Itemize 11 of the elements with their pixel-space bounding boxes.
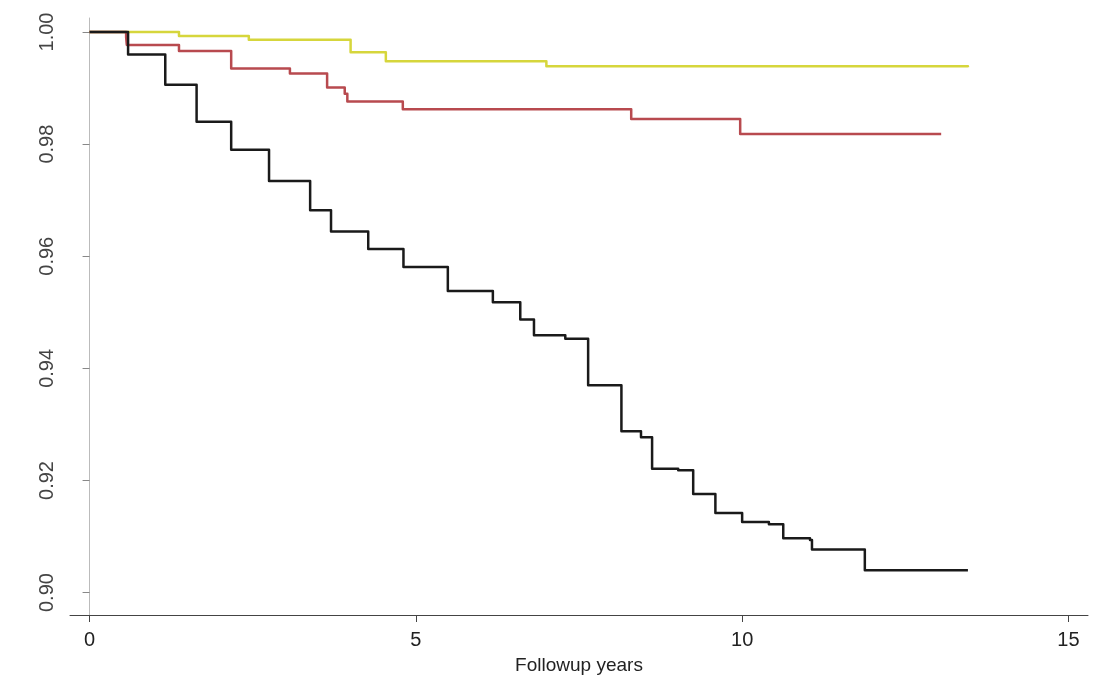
y-tick-label: 0.96	[35, 236, 57, 276]
y-tick-label: 0.92	[35, 461, 57, 500]
y-tick-label: 0.94	[35, 348, 57, 388]
x-axis-title: Followup years	[515, 654, 643, 675]
x-tick-label: 10	[731, 628, 754, 650]
y-tick-label: 0.98	[35, 124, 57, 164]
x-tick-label: 15	[1057, 628, 1080, 650]
x-tick-label: 5	[410, 628, 422, 650]
x-tick-label: 0	[84, 628, 96, 650]
y-tick-label: 1.00	[35, 12, 57, 52]
y-tick-label: 0.90	[35, 573, 57, 613]
